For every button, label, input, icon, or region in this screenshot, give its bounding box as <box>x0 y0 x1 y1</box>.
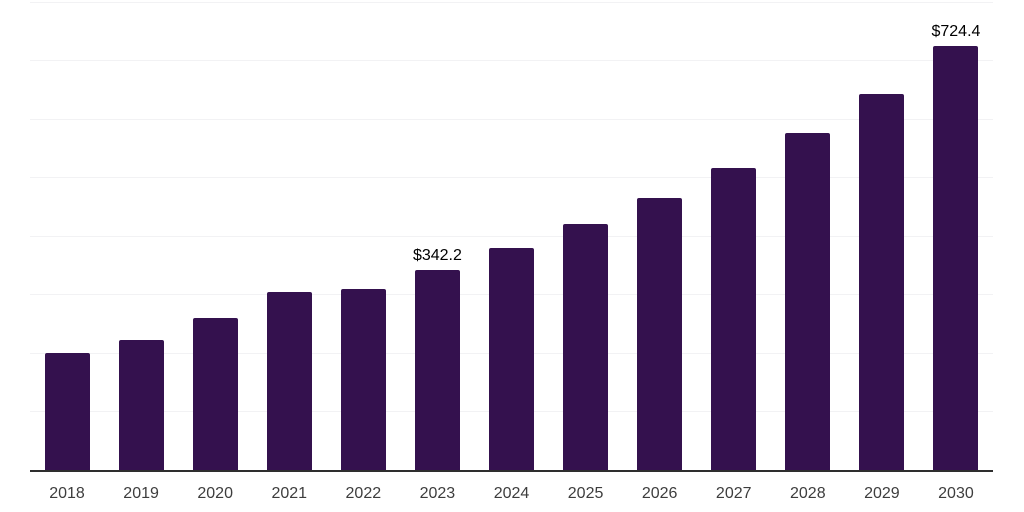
gridline <box>30 1 993 3</box>
x-tick-label-2025: 2025 <box>567 485 604 502</box>
bar-2020 <box>192 317 238 471</box>
gridline <box>30 235 993 237</box>
x-axis-line <box>30 469 993 472</box>
bar-2030 <box>933 46 979 471</box>
bar-2028 <box>785 133 831 471</box>
x-tick-label-2026: 2026 <box>641 485 678 502</box>
bar-value-label-2030: $724.4 <box>931 23 981 41</box>
bar-2023 <box>414 270 460 471</box>
x-tick-label-2024: 2024 <box>493 485 530 502</box>
x-tick-label-2019: 2019 <box>123 485 159 502</box>
x-tick-label-2028: 2028 <box>790 485 826 502</box>
gridline <box>30 60 993 62</box>
x-tick-label-2029: 2029 <box>864 485 900 502</box>
bar-2025 <box>563 223 609 471</box>
bar-2021 <box>266 292 312 471</box>
x-tick-label-2022: 2022 <box>345 485 382 502</box>
bar-value-label-2023: $342.2 <box>412 247 462 265</box>
bar-2027 <box>711 168 757 471</box>
gridline <box>30 177 993 179</box>
gridline <box>30 118 993 120</box>
bar-2024 <box>489 247 534 471</box>
x-tick-label-2023: 2023 <box>419 485 456 502</box>
x-tick-label-2027: 2027 <box>715 485 752 502</box>
bar-2018 <box>44 353 90 471</box>
x-tick-label-2020: 2020 <box>197 485 233 502</box>
bar-2019 <box>118 340 164 471</box>
x-tick-label-2021: 2021 <box>271 485 308 502</box>
bar-2026 <box>637 198 683 471</box>
x-tick-label-2030: 2030 <box>938 485 974 502</box>
bar-2029 <box>859 93 905 471</box>
bar-2022 <box>340 288 386 471</box>
x-tick-label-2018: 2018 <box>49 485 85 502</box>
